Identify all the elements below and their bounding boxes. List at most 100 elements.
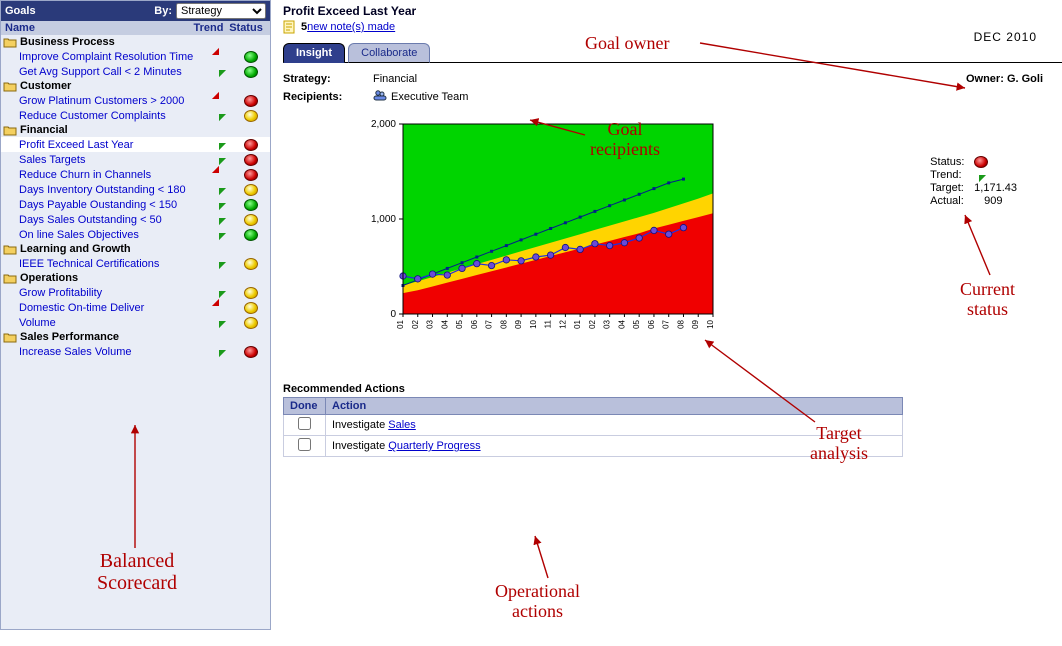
status-icon (234, 153, 268, 165)
annot-target-analysis: Targetanalysis (810, 424, 868, 464)
status-label: Status: (930, 156, 974, 168)
sidebar-item[interactable]: Reduce Customer Complaints (1, 108, 270, 123)
owner-value: G. Goli (1007, 73, 1043, 85)
col-trend: Trend (191, 22, 226, 34)
status-icon (974, 156, 988, 168)
category-title: Sales Performance (20, 331, 119, 343)
sidebar-body: Business ProcessImprove Complaint Resolu… (1, 35, 270, 359)
sidebar-item[interactable]: Reduce Churn in Channels (1, 167, 270, 182)
action-link[interactable]: Quarterly Progress (388, 440, 480, 452)
annot-balanced-scorecard: BalancedScorecard (72, 550, 202, 594)
svg-text:12: 12 (558, 319, 567, 328)
status-icon (234, 286, 268, 298)
tab-insight[interactable]: Insight (283, 43, 345, 63)
sidebar-category[interactable]: Sales Performance (1, 330, 270, 344)
annot-operational-actions: Operationalactions (495, 582, 580, 622)
trend-label: Trend: (930, 169, 974, 181)
sidebar-item[interactable]: Grow Platinum Customers > 2000 (1, 93, 270, 108)
done-checkbox[interactable] (298, 438, 311, 451)
sidebar-by-select[interactable]: Strategy (176, 3, 266, 19)
sidebar-item-label: Volume (19, 317, 204, 329)
sidebar-item-label: On line Sales Objectives (19, 229, 204, 241)
sidebar-item[interactable]: Days Sales Outstanding < 50 (1, 212, 270, 227)
team-icon (373, 89, 387, 104)
trend-icon (972, 168, 986, 182)
trend-icon (204, 316, 234, 329)
goals-sidebar: Goals By: Strategy Name Trend Status Bus… (0, 0, 271, 630)
rec-actions-title: Recommended Actions (283, 383, 903, 395)
chart-svg: 01,0002,00001020304050607080910111201020… (363, 114, 723, 354)
sidebar-item[interactable]: Volume (1, 315, 270, 330)
sidebar-item[interactable]: Sales Targets (1, 152, 270, 167)
trend-icon (204, 138, 234, 151)
sidebar-category[interactable]: Business Process (1, 35, 270, 49)
trend-icon (204, 94, 234, 107)
trend-icon (204, 345, 234, 358)
svg-text:02: 02 (411, 319, 420, 328)
trend-icon (204, 65, 234, 78)
svg-text:06: 06 (470, 319, 479, 328)
sidebar-item[interactable]: Get Avg Support Call < 2 Minutes (1, 64, 270, 79)
status-icon (234, 109, 268, 121)
folder-icon (3, 80, 17, 92)
sidebar-item-label: Get Avg Support Call < 2 Minutes (19, 66, 204, 78)
svg-text:06: 06 (647, 319, 656, 328)
svg-text:2,000: 2,000 (371, 119, 396, 130)
recipients-label: Recipients: (283, 91, 373, 103)
strategy-value: Financial (373, 73, 417, 85)
trend-icon (204, 153, 234, 166)
sidebar-by-label: By: (154, 5, 172, 17)
notes-row: 5 new note(s) made (283, 20, 1062, 34)
status-icon (234, 228, 268, 240)
svg-text:11: 11 (544, 319, 553, 328)
annot-goal-owner: Goal owner (585, 34, 669, 54)
annot-goal-recipients: Goalrecipients (590, 120, 660, 160)
info-grid: Strategy: Financial Owner: G. Goli Recip… (283, 73, 1043, 104)
target-analysis-chart: 01,0002,00001020304050607080910111201020… (363, 114, 1062, 357)
status-icon (234, 301, 268, 313)
sidebar-category[interactable]: Customer (1, 79, 270, 93)
sidebar-item[interactable]: Grow Profitability (1, 285, 270, 300)
status-icon (234, 65, 268, 77)
sidebar-item[interactable]: Domestic On-time Deliver (1, 300, 270, 315)
sidebar-item-label: Days Inventory Outstanding < 180 (19, 184, 204, 196)
svg-text:09: 09 (514, 319, 523, 328)
sidebar-item[interactable]: Days Payable Oustanding < 150 (1, 197, 270, 212)
folder-icon (3, 124, 17, 136)
sidebar-item[interactable]: Profit Exceed Last Year (1, 137, 270, 152)
done-checkbox[interactable] (298, 417, 311, 430)
sidebar-category[interactable]: Learning and Growth (1, 242, 270, 256)
category-title: Business Process (20, 36, 115, 48)
trend-icon (204, 109, 234, 122)
main-panel: Profit Exceed Last Year 5 new note(s) ma… (283, 0, 1062, 457)
folder-icon (3, 36, 17, 48)
svg-text:05: 05 (455, 319, 464, 328)
col-name: Name (5, 22, 191, 34)
svg-text:07: 07 (662, 319, 671, 328)
trend-icon (204, 198, 234, 211)
tab-bar: Insight Collaborate (283, 42, 1062, 63)
sidebar-item[interactable]: Days Inventory Outstanding < 180 (1, 182, 270, 197)
annot-current-status: Currentstatus (960, 280, 1015, 320)
sidebar-item[interactable]: Increase Sales Volume (1, 344, 270, 359)
trend-icon (204, 183, 234, 196)
svg-text:03: 03 (603, 319, 612, 328)
svg-text:01: 01 (573, 319, 582, 328)
sidebar-item[interactable]: IEEE Technical Certifications (1, 256, 270, 271)
sidebar-item[interactable]: On line Sales Objectives (1, 227, 270, 242)
sidebar-item[interactable]: Improve Complaint Resolution Time (1, 49, 270, 64)
status-icon (234, 168, 268, 180)
sidebar-item-label: Reduce Customer Complaints (19, 110, 204, 122)
status-icon (234, 345, 268, 357)
sidebar-item-label: Grow Platinum Customers > 2000 (19, 95, 204, 107)
category-title: Operations (20, 272, 78, 284)
recipients-value: Executive Team (391, 91, 468, 103)
note-icon (283, 20, 297, 34)
action-link[interactable]: Sales (388, 419, 416, 431)
strategy-label: Strategy: (283, 73, 373, 85)
tab-collaborate[interactable]: Collaborate (348, 43, 430, 63)
status-panel: Status: Trend: Target:1,171.43 Actual:90… (930, 155, 1017, 208)
sidebar-category[interactable]: Financial (1, 123, 270, 137)
notes-link[interactable]: new note(s) made (307, 21, 395, 33)
sidebar-category[interactable]: Operations (1, 271, 270, 285)
